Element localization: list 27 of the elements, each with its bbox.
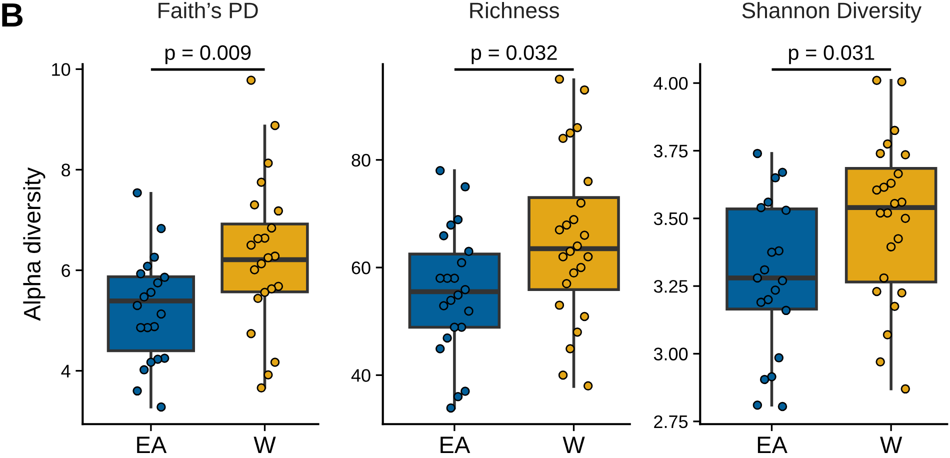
- annotation: p = 0.031: [789, 45, 874, 64]
- text: B: [2, 4, 23, 26]
- y-tick-label: 40: [351, 369, 370, 382]
- y-tick-label: 10: [52, 63, 70, 76]
- x-tick-label: W: [254, 436, 276, 454]
- y-tick-label: 8: [62, 164, 70, 176]
- y-tick-label: 6: [62, 264, 70, 277]
- chart-title: Shannon Diversity: [742, 2, 922, 23]
- y-tick-label: 80: [352, 154, 370, 167]
- x-tick-label: EA: [137, 436, 167, 454]
- x-tick-label: EA: [758, 436, 788, 454]
- y-tick-label: 3.75: [654, 144, 688, 158]
- text: p = 0.009: [165, 45, 251, 64]
- x-tick-label: EA: [440, 436, 470, 454]
- x-tick-label: W: [880, 436, 902, 454]
- y-tick-label: 3.50: [654, 212, 688, 226]
- y-tick-label: 60: [352, 261, 370, 274]
- y-tick-label: 3.00: [654, 348, 688, 360]
- y-tick-label: 4: [61, 364, 70, 378]
- y-tick-label: 2.75: [654, 415, 688, 428]
- chart-title: Faith’s PD: [158, 2, 258, 18]
- y-tick-label: 4.00: [654, 77, 688, 90]
- chart-title: Richness: [470, 2, 560, 18]
- y-tick-label: 3.25: [654, 280, 688, 293]
- x-tick-label: W: [562, 436, 585, 454]
- annotation: p = 0.032: [472, 45, 557, 64]
- y-axis-title: Alpha diversity: [23, 167, 46, 321]
